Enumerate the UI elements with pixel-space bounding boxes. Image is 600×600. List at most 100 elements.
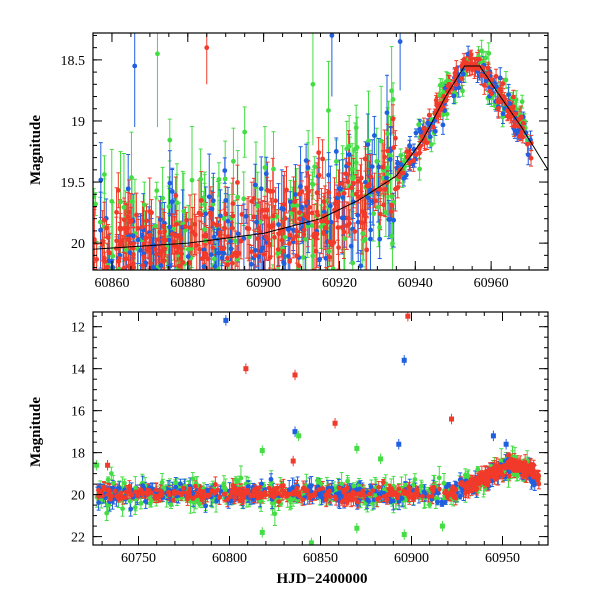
blue-data-point <box>355 219 361 225</box>
red-data-point <box>229 253 235 259</box>
red-data-point <box>500 81 506 87</box>
red-data-point <box>140 224 145 230</box>
red-data-point <box>460 62 465 68</box>
red-data-point <box>382 186 388 192</box>
blue-data-point <box>169 199 175 205</box>
red-data-point <box>525 141 530 147</box>
red-data-point <box>267 189 273 194</box>
blue-data-point <box>203 211 209 217</box>
red-data-point <box>461 57 467 62</box>
red-data-point <box>311 234 317 240</box>
blue-data-point <box>525 152 531 158</box>
blue-data-point <box>369 164 375 170</box>
red-data-point <box>518 131 524 137</box>
blue-data-point <box>506 92 512 98</box>
red-data-point <box>178 256 184 261</box>
red-data-point <box>264 207 270 213</box>
red-data-point <box>389 202 395 208</box>
x-tick-label: 60920 <box>322 276 357 291</box>
red-data-point <box>197 246 203 252</box>
red-data-point <box>147 232 153 238</box>
red-data-point <box>174 250 180 255</box>
red-data-point <box>101 217 107 223</box>
red-data-point <box>122 226 128 231</box>
blue-data-point <box>342 215 348 221</box>
blue-data-point <box>299 204 305 210</box>
red-data-point <box>201 250 207 256</box>
red-data-point <box>346 161 352 167</box>
red-data-point <box>296 210 302 216</box>
green-data-point <box>385 165 391 171</box>
green-data-point <box>118 199 123 205</box>
top-panel: 60860 60880 60900 60920 60940 60960 18.5 19 19.5… <box>28 32 549 322</box>
red-data-point <box>147 248 153 254</box>
top-model-curve <box>93 65 548 250</box>
red-data-point <box>232 250 238 256</box>
red-data-point <box>101 268 107 270</box>
red-data-point <box>364 183 370 189</box>
red-data-point <box>296 263 302 269</box>
blue-data-point <box>214 277 219 282</box>
green-data-point <box>219 272 224 277</box>
red-data-point <box>359 220 365 226</box>
red-data-point <box>485 65 491 71</box>
red-data-point <box>174 221 180 227</box>
red-data-point <box>94 256 100 262</box>
red-data-point <box>97 298 102 303</box>
green-data-point <box>294 203 300 208</box>
green-data-point <box>444 111 450 117</box>
green-data-point <box>241 196 247 202</box>
red-data-point <box>199 256 205 262</box>
blue-data-point <box>214 271 219 276</box>
red-data-point <box>157 229 163 235</box>
green-data-point <box>351 175 356 181</box>
green-data-point <box>286 317 291 322</box>
blue-data-point <box>253 247 258 253</box>
red-data-point <box>198 198 204 203</box>
blue-data-point <box>166 237 172 243</box>
green-data-point <box>334 159 339 164</box>
red-data-point <box>192 232 198 238</box>
red-data-point <box>329 242 335 248</box>
blue-data-point <box>210 198 216 204</box>
blue-data-point <box>228 246 234 252</box>
green-data-point <box>109 198 115 204</box>
red-data-point <box>346 215 351 221</box>
blue-data-point <box>209 206 215 212</box>
blue-data-point <box>125 186 131 192</box>
red-data-point <box>116 258 122 264</box>
red-data-point <box>229 268 235 270</box>
red-data-point <box>294 228 300 234</box>
green-data-point <box>139 271 144 276</box>
green-data-point <box>486 50 492 56</box>
red-data-point <box>152 247 158 252</box>
blue-data-point <box>440 122 446 128</box>
red-data-point <box>116 270 121 275</box>
green-data-point <box>177 291 182 296</box>
red-data-point <box>176 263 182 269</box>
red-data-point <box>493 73 499 79</box>
blue-data-point <box>303 158 309 164</box>
red-data-point <box>276 231 282 237</box>
blue-data-point <box>225 218 231 224</box>
red-data-point <box>404 149 410 155</box>
green-data-point <box>242 129 248 135</box>
blue-data-point <box>167 180 173 186</box>
blue-data-point <box>365 195 371 201</box>
blue-data-point <box>337 186 342 192</box>
blue-data-point <box>243 213 249 219</box>
green-data-point <box>349 166 355 172</box>
blue-data-point <box>453 85 459 91</box>
red-data-point <box>368 174 374 180</box>
blue-data-point <box>377 236 383 242</box>
green-data-point <box>235 194 241 200</box>
red-data-point <box>297 216 303 222</box>
red-data-point <box>270 213 276 219</box>
red-data-point <box>124 229 130 235</box>
blue-data-point <box>398 162 404 167</box>
blue-data-point <box>281 271 286 276</box>
red-data-point <box>341 229 347 235</box>
red-data-point <box>362 156 368 162</box>
red-data-point <box>261 252 267 257</box>
red-data-point <box>520 120 526 126</box>
